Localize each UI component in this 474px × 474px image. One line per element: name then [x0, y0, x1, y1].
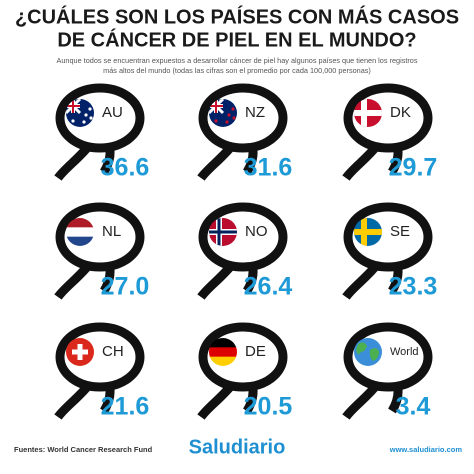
flag-star — [231, 107, 235, 111]
flag-part — [66, 218, 94, 228]
flag-star — [71, 119, 75, 123]
flag — [354, 99, 382, 127]
flag-part — [66, 236, 94, 246]
value: 26.4 — [244, 273, 293, 301]
country-card: SE 23.3 — [342, 202, 438, 301]
flag-star — [89, 116, 93, 120]
title: ¿CUÁLES SON LOS PAÍSES CON MÁS CASOS — [15, 5, 459, 28]
country-card: World 3.4 — [342, 322, 433, 421]
flag-part — [354, 110, 382, 116]
country-code: NO — [245, 223, 268, 240]
country-card: DK 29.7 — [342, 83, 438, 182]
flag-star — [214, 119, 218, 123]
flag-part — [66, 105, 80, 107]
flag-star — [82, 120, 86, 124]
country-code: World — [390, 346, 419, 358]
flag — [354, 218, 382, 246]
value: 3.4 — [396, 393, 431, 421]
flag-star — [232, 116, 236, 120]
country-code: NL — [102, 223, 121, 240]
flag-part — [356, 342, 379, 361]
country-code: DE — [245, 343, 266, 360]
country-code: CH — [102, 343, 124, 360]
flag-part — [72, 349, 88, 355]
country-code: SE — [390, 223, 410, 240]
subtitle: Aunque todos se encuentran expuestos a d… — [56, 56, 417, 65]
value: 23.3 — [389, 273, 438, 301]
country-code: NZ — [245, 104, 265, 121]
flag — [209, 218, 237, 246]
title: DE CÁNCER DE PIEL EN EL MUNDO? — [57, 28, 416, 51]
flag-part — [209, 338, 237, 348]
flag-star — [84, 113, 88, 117]
flag — [66, 218, 94, 246]
subtitle: más altos del mundo (todas las cifras so… — [103, 66, 371, 75]
flag — [66, 99, 94, 127]
flag — [66, 338, 94, 366]
flag-part — [66, 227, 94, 238]
cells: AU 36.6 NZ 31.6 DK 29.7 NL 27.0 NO 26.4 SE 23.3 CH 21… — [54, 83, 438, 421]
value: 36.6 — [101, 154, 150, 182]
country-card: DE 20.5 — [197, 322, 293, 421]
source: Fuentes: World Cancer Research Fund — [14, 445, 153, 454]
value: 31.6 — [244, 154, 293, 182]
flag — [354, 338, 382, 366]
country-code: DK — [390, 104, 411, 121]
value: 29.7 — [389, 154, 438, 182]
country-code: AU — [102, 104, 123, 121]
value: 27.0 — [101, 273, 150, 301]
logo: Saludiario — [189, 436, 286, 458]
flag-star — [225, 120, 229, 124]
url: www.saludiario.com — [389, 445, 463, 454]
flag — [209, 99, 237, 127]
flag-star — [88, 107, 92, 111]
flag-part — [354, 229, 382, 235]
flag-star — [227, 113, 231, 117]
flag-part — [209, 356, 237, 366]
country-card: NL 27.0 — [54, 202, 150, 301]
country-card: AU 36.6 — [54, 83, 150, 182]
flag — [209, 338, 237, 366]
value: 20.5 — [244, 393, 293, 421]
flag-part — [209, 230, 237, 234]
country-card: NZ 31.6 — [197, 83, 293, 182]
flag-part — [209, 105, 223, 107]
flag-part — [209, 347, 237, 358]
country-card: CH 21.6 — [54, 322, 150, 421]
value: 21.6 — [101, 393, 150, 421]
country-card: NO 26.4 — [197, 202, 293, 301]
